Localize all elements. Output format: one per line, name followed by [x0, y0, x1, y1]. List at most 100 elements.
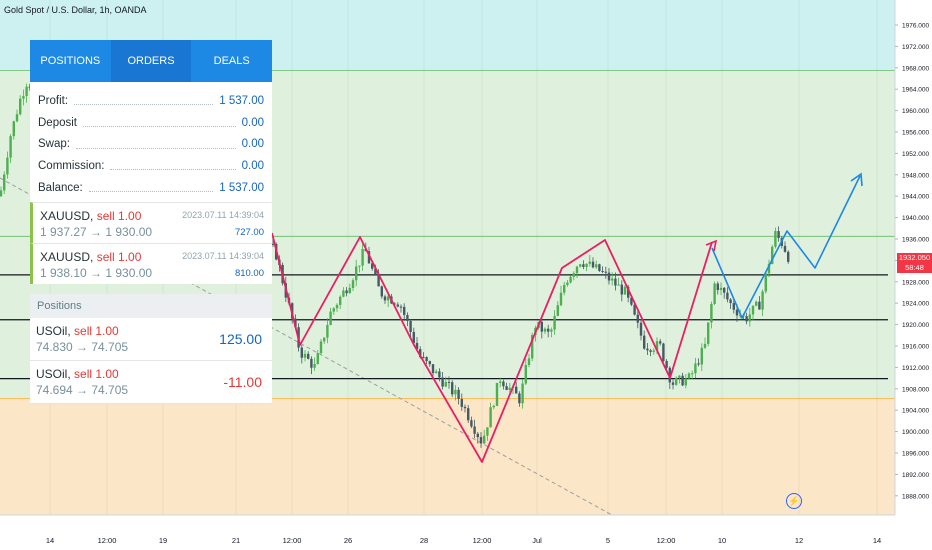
candle-body	[499, 381, 502, 383]
candle-body	[687, 373, 691, 379]
candle-body	[303, 353, 307, 358]
time-axis-label: 5	[606, 536, 610, 545]
time-axis-label: 28	[420, 536, 428, 545]
projection-arrowhead	[850, 172, 863, 187]
candle-body	[758, 301, 761, 310]
panel-tabs: POSITIONS ORDERS DEALS	[30, 40, 272, 82]
price-axis-label: 1952.000	[902, 151, 929, 158]
position-item[interactable]: USOil, sell 1.00 74.694 → 74.705 -11.00	[30, 361, 272, 405]
candle-body	[403, 306, 406, 315]
candle-body	[393, 303, 396, 305]
price-axis-label: 1896.000	[902, 451, 929, 458]
candle-body	[342, 290, 345, 297]
candle-body	[627, 286, 630, 298]
candle-body	[643, 335, 646, 349]
candle-body	[700, 347, 703, 365]
candle-body	[438, 371, 441, 378]
candle-body	[345, 290, 348, 294]
candle-body	[563, 285, 566, 293]
order-item[interactable]: XAUUSD, sell 1.00 1 937.27 → 1 930.00 20…	[30, 202, 272, 244]
price-axis-label: 1916.000	[902, 344, 929, 351]
candle-body	[707, 322, 710, 344]
price-axis-label: 1948.000	[902, 172, 929, 179]
order-amount: 727.00	[234, 227, 264, 239]
candle-body	[15, 114, 19, 122]
price-axis-label: 1912.000	[902, 365, 929, 372]
price-axis-label: 1976.000	[902, 23, 929, 30]
order-amount: 810.00	[234, 268, 264, 280]
flash-icon[interactable]: ⚡	[786, 493, 802, 509]
time-axis-label: 26	[344, 536, 352, 545]
candle-body	[6, 157, 9, 175]
candle-body	[588, 261, 591, 264]
candle-body	[559, 292, 563, 306]
candle-body	[271, 243, 275, 245]
candle-body	[783, 245, 787, 252]
candle-body	[694, 363, 697, 374]
price-axis-bg	[895, 0, 932, 550]
candle-body	[495, 382, 499, 406]
candle-body	[598, 264, 601, 271]
price-axis-label: 1964.000	[902, 87, 929, 94]
candle-body	[419, 349, 422, 357]
candle-body	[617, 284, 620, 286]
candle-body	[412, 331, 415, 343]
summary-row-profit: Profit: 1 537.00	[38, 90, 264, 112]
candle-body	[463, 406, 467, 409]
candle-body	[396, 304, 399, 307]
candle-body	[675, 377, 678, 385]
candle-body	[745, 316, 748, 322]
time-axis-label: Jul	[532, 536, 542, 545]
order-symbol: XAUUSD, sell 1.00	[40, 209, 142, 224]
candle-body	[732, 303, 735, 310]
candle-body	[713, 283, 716, 304]
candle-body	[726, 292, 729, 300]
candle-body	[505, 386, 508, 390]
account-summary: Profit: 1 537.00 Deposit 0.00 Swap: 0.00 Co…	[30, 82, 272, 203]
candle-body	[607, 272, 611, 281]
dashed-trendline	[0, 177, 613, 516]
order-symbol: XAUUSD, sell 1.00	[40, 250, 142, 265]
candle-body	[550, 329, 553, 332]
candle-body	[425, 357, 428, 362]
candle-body	[572, 273, 575, 277]
candle-body	[406, 314, 409, 321]
summary-row-deposit: Deposit 0.00	[38, 112, 264, 134]
tab-positions[interactable]: POSITIONS	[40, 55, 101, 67]
candle-body	[771, 246, 774, 264]
candle-body	[755, 301, 758, 306]
summary-label: Commission:	[38, 159, 105, 172]
candle-body	[515, 386, 518, 394]
candle-body	[659, 341, 662, 344]
position-symbol: USOil, sell 1.00	[36, 324, 119, 339]
bar-countdown: 58:48	[905, 263, 924, 272]
candle-body	[691, 373, 694, 375]
position-item[interactable]: USOil, sell 1.00 74.830 → 74.705 125.00	[30, 318, 272, 362]
candle-body	[665, 361, 668, 368]
candle-body	[729, 299, 732, 304]
candle-body	[351, 280, 355, 288]
candle-body	[630, 297, 633, 305]
zigzag-arrowhead	[705, 239, 718, 252]
candle-body	[28, 86, 31, 88]
summary-label: Deposit	[38, 116, 77, 129]
candle-body	[447, 381, 451, 383]
candle-body	[681, 375, 684, 386]
candle-body	[313, 363, 316, 368]
position-prices: 74.694 → 74.705	[36, 383, 129, 398]
price-axis-label: 1908.000	[902, 386, 929, 393]
candle-body	[524, 365, 527, 384]
candle-body	[604, 271, 607, 273]
time-axis-label: 12:00	[657, 536, 676, 545]
candle-body	[508, 387, 511, 390]
summary-label: Balance:	[38, 181, 83, 194]
position-symbol: USOil, sell 1.00	[36, 367, 119, 382]
tab-deals[interactable]: DEALS	[213, 55, 250, 67]
candle-body	[553, 315, 556, 330]
candle-body	[684, 378, 687, 386]
order-item[interactable]: XAUUSD, sell 1.00 1 938.10 → 1 930.00 20…	[30, 243, 272, 285]
candle-body	[300, 347, 303, 358]
candle-body	[12, 121, 15, 137]
tab-orders[interactable]: ORDERS	[110, 40, 192, 82]
time-axis-label: 19	[159, 536, 167, 545]
